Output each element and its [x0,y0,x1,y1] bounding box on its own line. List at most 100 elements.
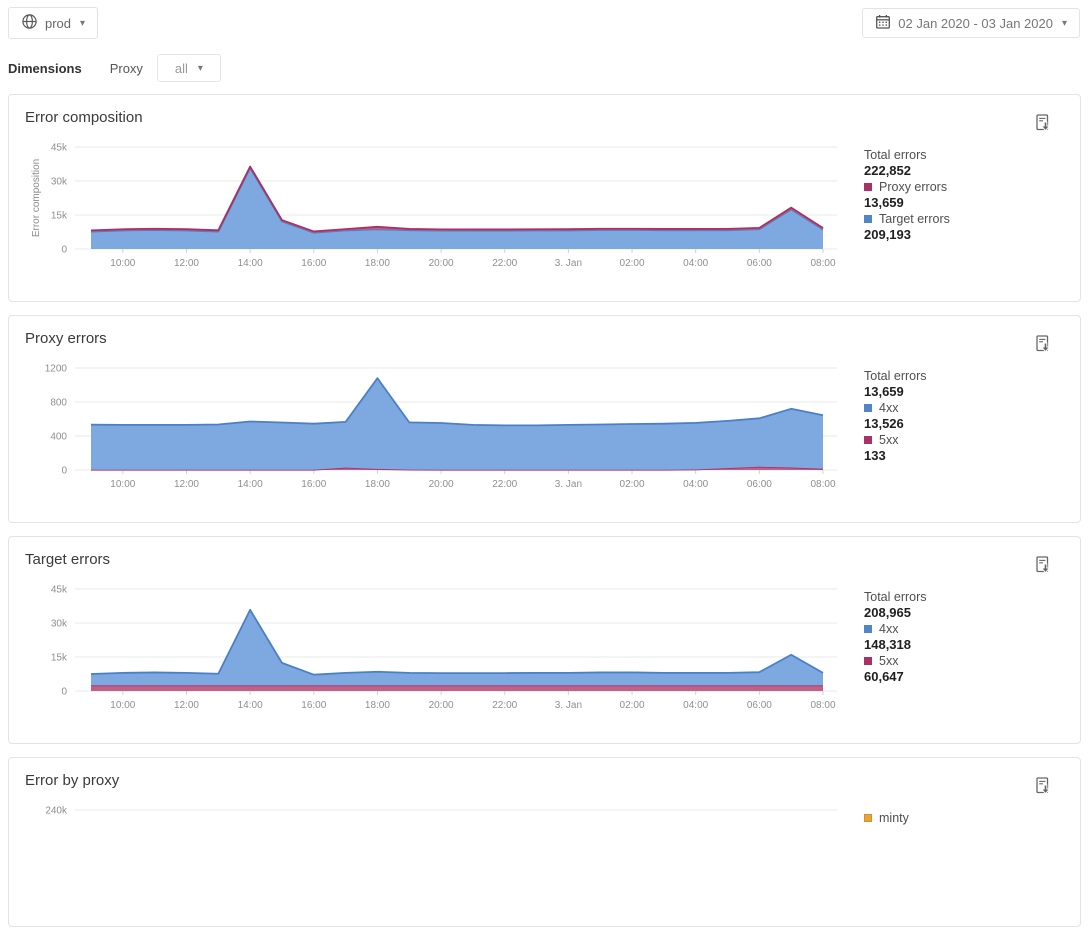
date-range-label: 02 Jan 2020 - 03 Jan 2020 [898,15,1053,31]
svg-text:04:00: 04:00 [683,258,708,269]
svg-text:22:00: 22:00 [492,479,517,490]
legend-item: minty [864,810,1064,826]
download-report-icon[interactable] [1032,776,1054,798]
chevron-down-icon: ▾ [197,62,203,74]
svg-text:12:00: 12:00 [174,479,199,490]
chart-stats: Total errors 208,965 4xx 148,318 5xx 60,… [864,579,1064,727]
legend-value: 13,526 [864,416,904,431]
globe-icon [21,13,38,33]
svg-text:16:00: 16:00 [301,479,326,490]
svg-text:08:00: 08:00 [810,258,835,269]
svg-text:15k: 15k [51,653,68,664]
svg-text:08:00: 08:00 [810,700,835,711]
legend-label: 5xx [879,433,899,447]
svg-text:800: 800 [50,398,67,409]
svg-text:Error composition: Error composition [31,159,42,237]
legend-swatch [864,814,872,822]
proxy-filter-value: all [174,60,188,76]
legend-swatch [864,183,872,191]
svg-text:16:00: 16:00 [301,258,326,269]
svg-text:45k: 45k [51,585,68,596]
download-report-icon[interactable] [1032,334,1054,356]
legend-item: Proxy errors [864,179,1064,195]
svg-text:06:00: 06:00 [747,700,772,711]
svg-text:20:00: 20:00 [429,700,454,711]
total-errors-label: Total errors [864,590,927,604]
svg-text:3. Jan: 3. Jan [555,479,582,490]
svg-text:06:00: 06:00 [747,258,772,269]
download-report-icon[interactable] [1032,113,1054,135]
svg-text:06:00: 06:00 [747,479,772,490]
legend-value: 148,318 [864,637,911,652]
svg-text:18:00: 18:00 [365,258,390,269]
total-errors-value: 208,965 [864,605,911,620]
chart-stats: Total errors 222,852 Proxy errors 13,659… [864,137,1064,285]
svg-text:400: 400 [50,432,67,443]
svg-text:45k: 45k [51,143,68,154]
svg-text:3. Jan: 3. Jan [555,700,582,711]
svg-text:02:00: 02:00 [620,700,645,711]
panel-target-errors: Target errors 0 15k 30k 45k 10:00 12:00 14:00 1… [8,536,1081,744]
panel-title: Proxy errors [25,330,107,347]
download-report-icon[interactable] [1032,555,1054,577]
total-errors-label: Total errors [864,148,927,162]
svg-text:04:00: 04:00 [683,479,708,490]
total-errors-value: 13,659 [864,384,904,399]
legend-item: 4xx [864,621,1064,637]
svg-text:14:00: 14:00 [238,479,263,490]
svg-text:22:00: 22:00 [492,258,517,269]
panel-proxy-errors: Proxy errors 0 400 800 1200 10:00 12:00 14:00 1… [8,315,1081,523]
legend-swatch [864,215,872,223]
error-composition-chart[interactable]: 0 15k 30k 45k 10:00 12:00 14:00 16:00 18:00 20:00… [25,137,864,285]
svg-text:15k: 15k [51,211,68,222]
dimensions-bar: Dimensions Proxy all ▾ [8,54,1089,82]
svg-text:14:00: 14:00 [238,700,263,711]
svg-text:18:00: 18:00 [365,700,390,711]
top-toolbar: prod ▾ 02 Jan 2020 - 03 Jan 2020 ▾ [0,0,1089,46]
panel-title: Error composition [25,109,143,126]
svg-text:02:00: 02:00 [620,258,645,269]
error-by-proxy-chart[interactable]: 240k [25,800,864,948]
environment-dropdown[interactable]: prod ▾ [8,7,99,39]
chevron-down-icon: ▾ [1061,17,1067,29]
svg-text:08:00: 08:00 [810,479,835,490]
proxy-errors-chart[interactable]: 0 400 800 1200 10:00 12:00 14:00 16:00 18:00 20:0… [25,358,864,506]
legend-swatch [864,436,872,444]
svg-text:1200: 1200 [45,364,68,375]
legend-value: 209,193 [864,227,911,242]
svg-text:18:00: 18:00 [365,479,390,490]
legend-value: 13,659 [864,195,904,210]
svg-text:04:00: 04:00 [683,700,708,711]
svg-text:14:00: 14:00 [238,258,263,269]
legend-swatch [864,404,872,412]
svg-text:20:00: 20:00 [429,479,454,490]
chart-stats: minty [864,800,1064,948]
legend-item: Target errors [864,211,1064,227]
svg-text:30k: 30k [51,177,68,188]
svg-text:12:00: 12:00 [174,258,199,269]
svg-text:0: 0 [61,245,67,256]
legend-swatch [864,657,872,665]
proxy-filter-select[interactable]: all ▾ [156,54,221,82]
svg-text:22:00: 22:00 [492,700,517,711]
legend-label: 4xx [879,622,899,636]
total-errors-value: 222,852 [864,163,911,178]
chart-stats: Total errors 13,659 4xx 13,526 5xx 133 [864,358,1064,506]
legend-value: 60,647 [864,669,904,684]
svg-text:240k: 240k [45,806,68,817]
svg-text:16:00: 16:00 [301,700,326,711]
svg-text:02:00: 02:00 [620,479,645,490]
svg-text:0: 0 [61,687,67,698]
target-errors-chart[interactable]: 0 15k 30k 45k 10:00 12:00 14:00 16:00 18:00 20:00… [25,579,864,727]
panel-error-composition: Error composition 0 15k 30k 45k 10:00 12:00 14… [8,94,1081,302]
legend-label: Proxy errors [879,180,948,194]
environment-label: prod [45,15,72,31]
svg-text:12:00: 12:00 [174,700,199,711]
svg-text:3. Jan: 3. Jan [555,258,582,269]
dimensions-label: Dimensions [8,60,82,76]
legend-label: minty [879,811,909,825]
panel-error-by-proxy: Error by proxy 240k minty [8,757,1081,927]
panel-title: Target errors [25,551,111,568]
date-range-dropdown[interactable]: 02 Jan 2020 - 03 Jan 2020 ▾ [862,8,1080,38]
svg-text:0: 0 [61,466,67,477]
